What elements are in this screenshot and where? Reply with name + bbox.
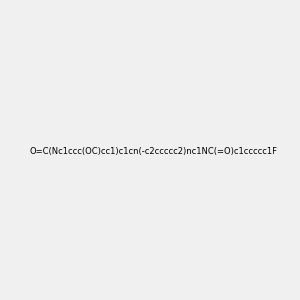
Text: O=C(Nc1ccc(OC)cc1)c1cn(-c2ccccc2)nc1NC(=O)c1ccccc1F: O=C(Nc1ccc(OC)cc1)c1cn(-c2ccccc2)nc1NC(=… <box>30 147 278 156</box>
